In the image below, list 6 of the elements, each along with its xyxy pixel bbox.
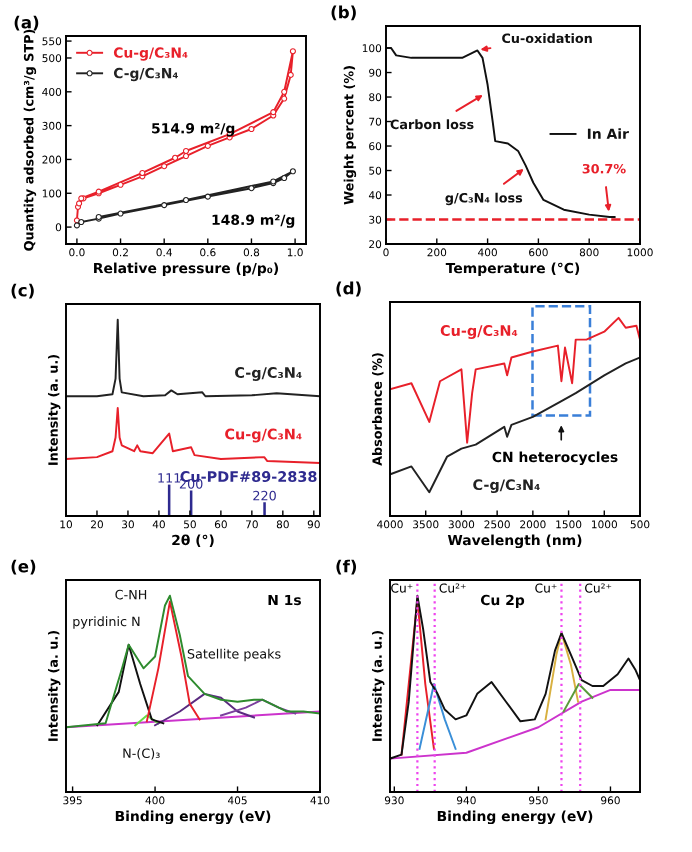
chart-title: (a) (14, 15, 39, 31)
chart-title: (f) (336, 559, 357, 575)
chart-title: (c) (11, 283, 34, 299)
chart-title: (e) (11, 559, 36, 575)
chart-title: (b) (331, 5, 356, 21)
chart-title: (d) (336, 281, 361, 297)
